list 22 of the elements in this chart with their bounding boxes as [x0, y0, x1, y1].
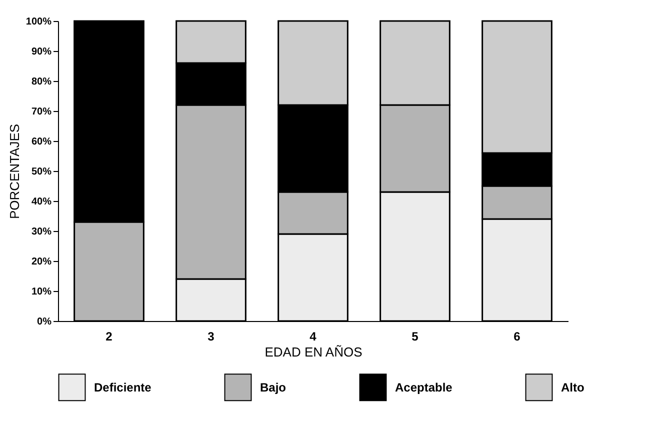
y-tick-label: 30%: [31, 226, 52, 238]
y-axis-title: PORCENTAJES: [6, 124, 22, 220]
y-tick-label: 80%: [31, 76, 52, 88]
y-tick-label: 100%: [26, 16, 52, 28]
legend-label: Aceptable: [395, 380, 453, 394]
y-tick-label: 90%: [31, 46, 52, 58]
y-tick-label: 60%: [31, 136, 52, 148]
y-tick-label: 0%: [37, 316, 52, 328]
x-tick-label: 3: [208, 330, 215, 344]
x-tick-label: 4: [310, 330, 317, 344]
y-tick-label: 10%: [31, 286, 52, 298]
x-axis-title: EDAD EN AÑOS: [264, 344, 363, 360]
y-tick-label: 20%: [31, 256, 52, 268]
legend-label: Alto: [561, 380, 584, 394]
legend-label: Bajo: [260, 380, 286, 394]
legend-label: Deficiente: [94, 380, 152, 394]
x-tick-label: 2: [106, 330, 113, 344]
y-tick-label: 40%: [31, 196, 52, 208]
x-tick-label: 6: [514, 330, 521, 344]
x-tick-label: 5: [412, 330, 419, 344]
y-tick-label: 50%: [31, 166, 52, 178]
y-tick-label: 70%: [31, 106, 52, 118]
